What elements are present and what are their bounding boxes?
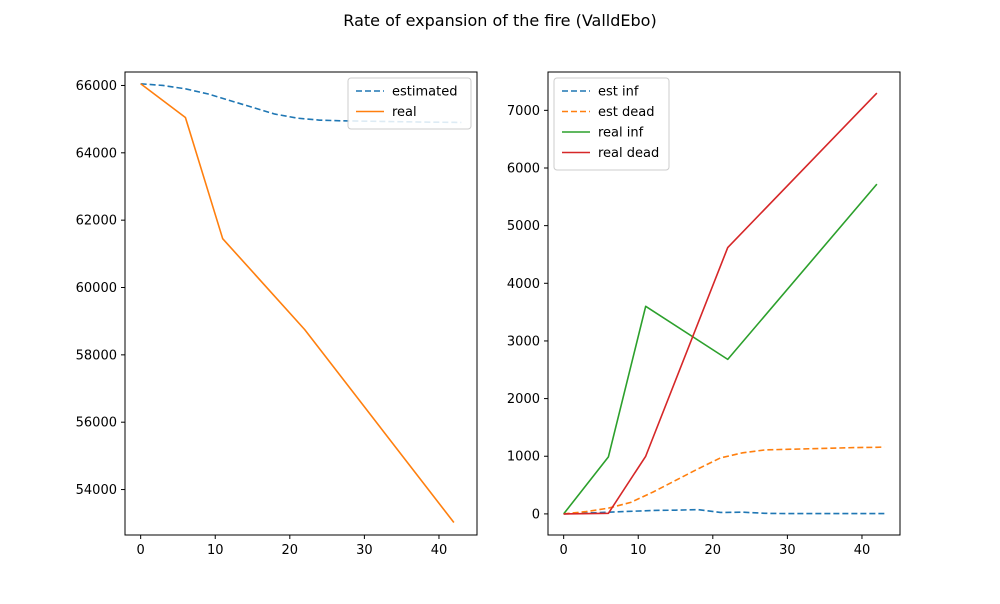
series-line-real-inf <box>563 183 878 515</box>
x-tick-label: 10 <box>630 543 647 558</box>
y-tick-label: 62000 <box>76 214 117 229</box>
right-chart-panel: 0 10 20 30 40 0 1000 2000 3000 4000 5000 6000 7000 es… <box>507 71 901 558</box>
y-tick-label: 3000 <box>507 334 540 349</box>
legend: estimated real <box>347 77 472 130</box>
y-tick-label: 6000 <box>507 161 540 176</box>
x-tick-label: 30 <box>779 543 796 558</box>
left-chart-panel: 0 10 20 30 40 54000 56000 58000 60000 62000 64000 6… <box>76 71 478 558</box>
figure-title: Rate of expansion of the fire (ValldEbo) <box>343 11 656 30</box>
series-line-real <box>140 83 455 524</box>
y-tick-label: 54000 <box>76 483 117 498</box>
x-tick-label: 0 <box>137 543 145 558</box>
legend-entry: est inf <box>598 85 639 100</box>
legend-entry: real <box>392 105 417 120</box>
y-tick-label: 2000 <box>507 392 540 407</box>
legend-entry: real dead <box>598 146 659 161</box>
legend-box <box>553 77 670 171</box>
y-tick-label: 7000 <box>507 104 540 119</box>
x-tick-label: 40 <box>854 543 871 558</box>
axes-frame <box>124 71 478 536</box>
y-tick-label: 4000 <box>507 277 540 292</box>
y-tick-label: 56000 <box>76 416 117 431</box>
x-tick-label: 0 <box>560 543 568 558</box>
y-tick-label: 64000 <box>76 146 117 161</box>
x-tick-label: 20 <box>282 543 299 558</box>
series-line-real-dead <box>563 92 878 515</box>
y-tick-label: 5000 <box>507 219 540 234</box>
axes-frame <box>547 71 901 536</box>
series-line-est-inf <box>563 508 885 515</box>
series-line-est-dead <box>563 446 885 515</box>
y-tick-label: 66000 <box>76 79 117 94</box>
y-tick-label: 60000 <box>76 281 117 296</box>
x-tick-label: 10 <box>207 543 224 558</box>
legend: est inf est dead real inf real dead <box>553 77 670 171</box>
legend-entry: estimated <box>392 85 457 100</box>
legend-entry: est dead <box>598 105 654 120</box>
legend-entry: real inf <box>598 126 644 141</box>
x-tick-label: 30 <box>356 543 373 558</box>
y-tick-label: 58000 <box>76 348 117 363</box>
x-tick-label: 20 <box>705 543 722 558</box>
x-tick-label: 40 <box>431 543 448 558</box>
y-tick-label: 1000 <box>507 450 540 465</box>
y-tick-label: 0 <box>532 507 540 522</box>
